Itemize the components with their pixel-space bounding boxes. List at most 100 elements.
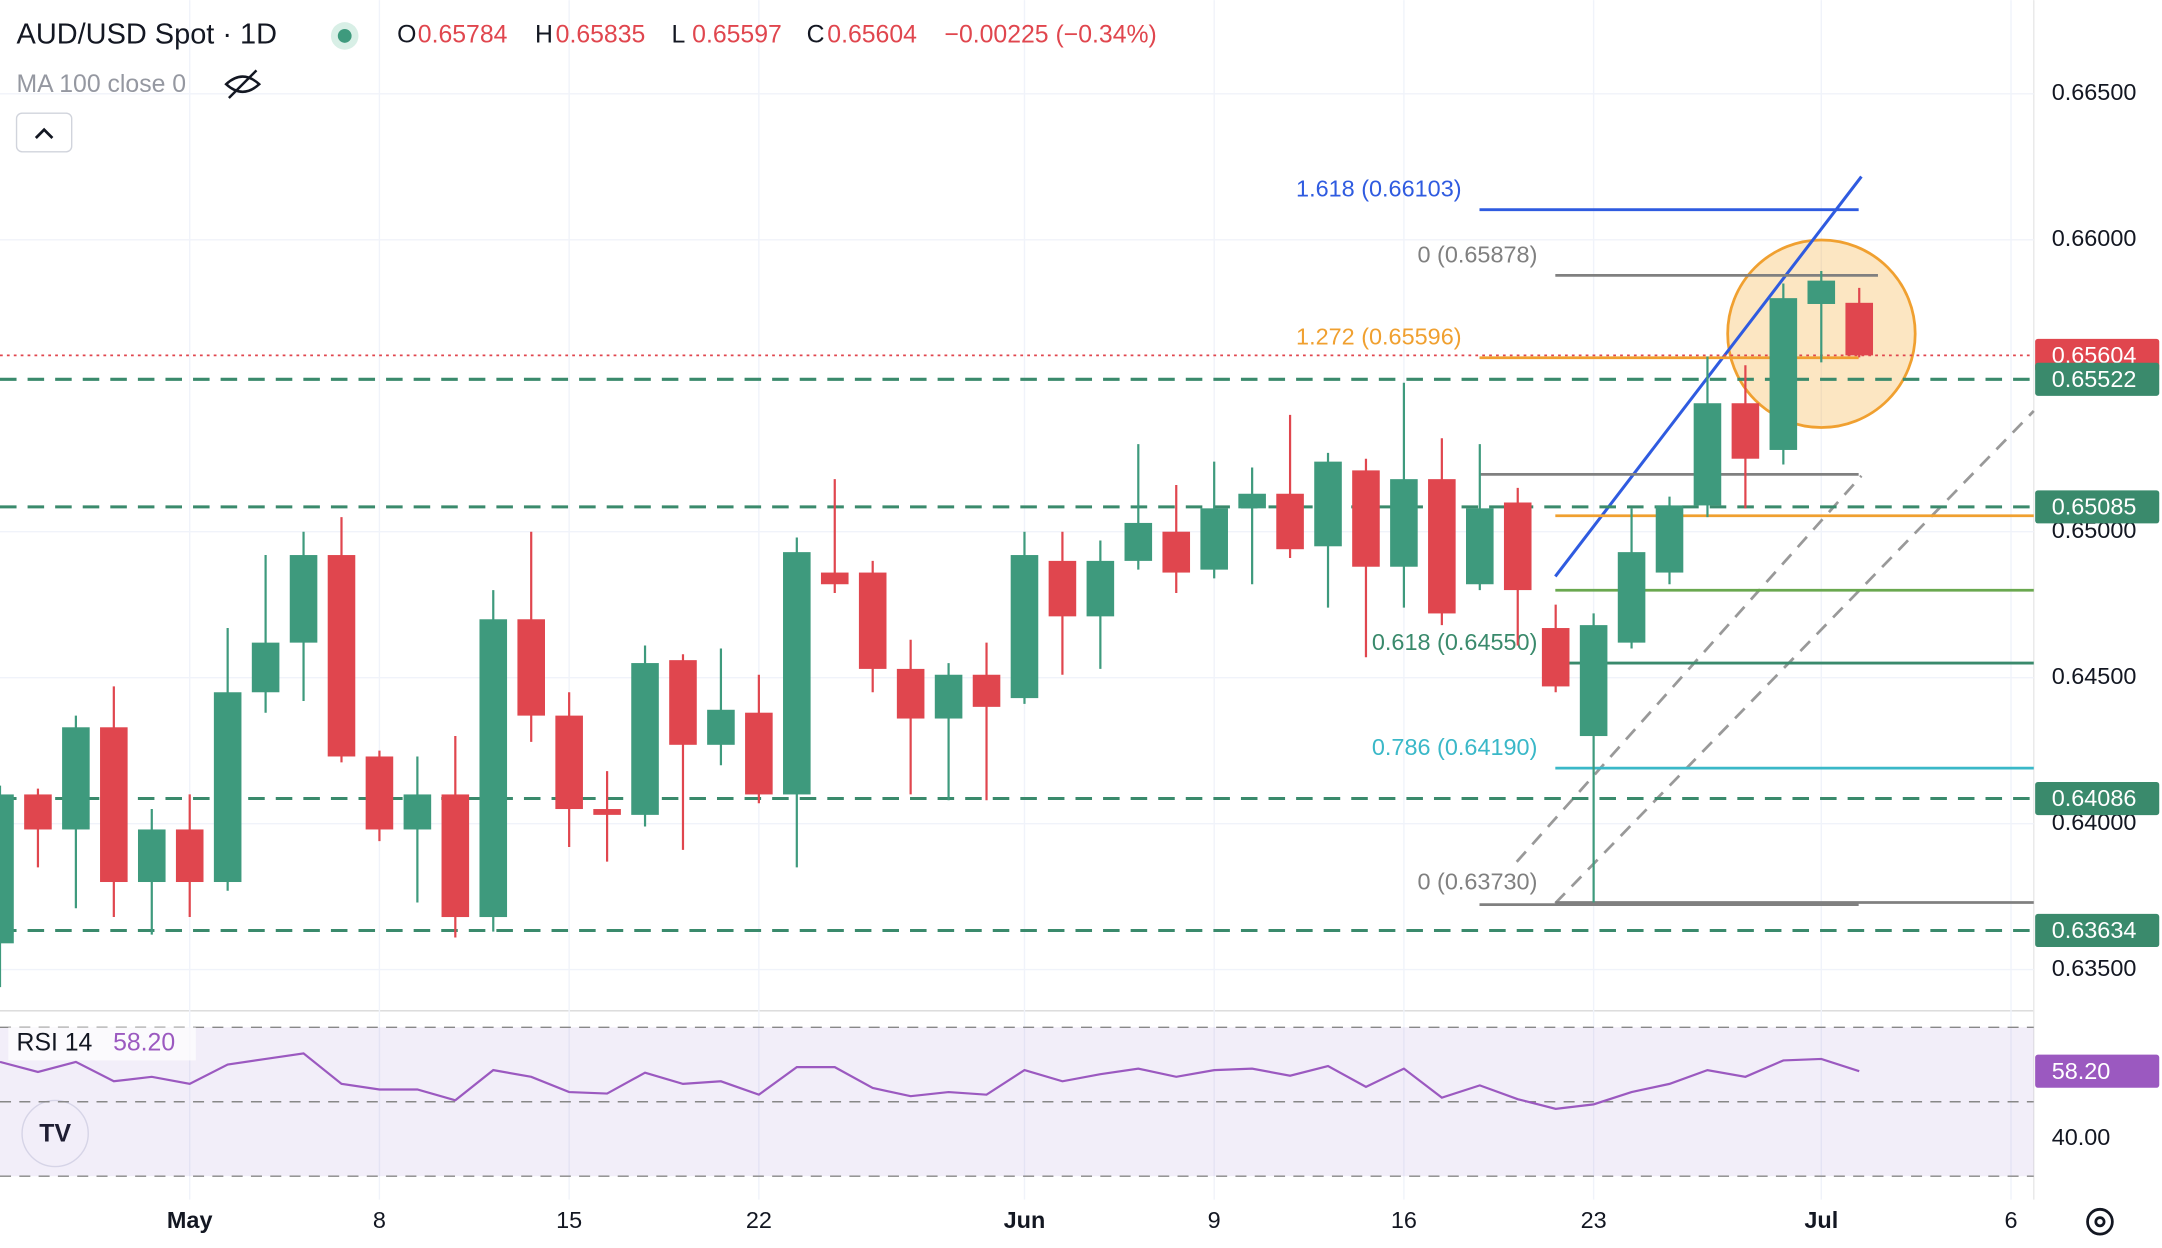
- ohlc-value: 0.65784: [418, 21, 508, 48]
- rsi-line: [0, 1052, 1860, 1110]
- x-tick-label: 9: [1208, 1207, 1221, 1233]
- candle-body: [1010, 555, 1039, 699]
- candle-body: [175, 829, 204, 883]
- candle-body: [24, 794, 52, 830]
- candle-body: [820, 572, 849, 585]
- x-tick-label: 8: [373, 1207, 386, 1233]
- fib-label: 0.786 (0.64190): [1372, 734, 1538, 760]
- x-tick-label: 23: [1581, 1207, 1607, 1233]
- candle-body: [517, 619, 545, 716]
- candle-body: [1503, 502, 1532, 591]
- candle-body: [365, 756, 394, 830]
- candle-body: [62, 727, 90, 830]
- indicator-label: MA 100 close 0: [17, 71, 187, 98]
- candle-body: [745, 712, 773, 795]
- candle-body: [1655, 505, 1684, 573]
- rsi-badge: [2035, 1054, 2160, 1088]
- fib-label: 0.618 (0.64550): [1372, 629, 1538, 655]
- candle-body: [1276, 493, 1304, 550]
- candle-body: [1314, 461, 1342, 547]
- candle-body: [1162, 531, 1191, 573]
- candle-body: [631, 663, 659, 815]
- y-tick-label: 0.64500: [2052, 663, 2137, 689]
- candle-body: [972, 674, 1001, 707]
- ohlc-value: 0.65597: [692, 21, 782, 48]
- candle-body: [1769, 298, 1798, 450]
- eye-slash: [228, 69, 258, 99]
- candle-body: [707, 709, 735, 745]
- fib-label: 0 (0.65878): [1418, 241, 1538, 267]
- candle-body: [441, 794, 470, 918]
- x-tick-label: 22: [746, 1207, 772, 1233]
- candle-body: [669, 660, 697, 745]
- candle-body: [1200, 508, 1228, 570]
- candle-body: [1390, 479, 1418, 567]
- ohlc-letter: C: [807, 21, 825, 48]
- collapse-icon: [34, 127, 54, 139]
- candle-body: [934, 674, 963, 719]
- candle-body: [137, 829, 166, 883]
- candle-body: [1807, 280, 1836, 304]
- candle-body: [783, 552, 811, 795]
- candle-body: [1617, 552, 1646, 643]
- rsi-name: RSI 14: [17, 1029, 93, 1056]
- candle-body: [858, 572, 887, 669]
- candle-body: [0, 794, 14, 944]
- candle-body: [1845, 302, 1874, 356]
- candle-body: [896, 668, 925, 719]
- logo: TV: [39, 1120, 71, 1147]
- candle-body: [100, 727, 128, 883]
- candle-body: [555, 715, 583, 810]
- fib-label: 1.618 (0.66103): [1296, 176, 1462, 202]
- x-tick-label: Jun: [1004, 1207, 1046, 1233]
- candle-body: [327, 555, 356, 757]
- gear: [2086, 1207, 2114, 1236]
- channel-line: [1554, 410, 2035, 905]
- price-badge: [2035, 781, 2160, 816]
- price-badge-label: 0.65522: [2052, 366, 2137, 392]
- ohlc-value: 0.65835: [556, 21, 646, 48]
- candle-body: [1541, 628, 1570, 687]
- candle-body: [213, 692, 242, 883]
- price-badge-label: 0.65085: [2052, 493, 2137, 519]
- x-tick-label: May: [167, 1207, 213, 1233]
- candle-body: [1352, 470, 1380, 567]
- y-tick-label: 0.66000: [2052, 225, 2137, 251]
- candle-body: [479, 619, 508, 918]
- x-tick-label: 15: [556, 1207, 582, 1233]
- candle-body: [1579, 625, 1608, 737]
- candle-body: [289, 555, 318, 643]
- price-badge: [2035, 913, 2160, 948]
- channel-line: [1515, 474, 1863, 863]
- rsi-badge-label: 58.20: [2052, 1058, 2111, 1084]
- hide-icon[interactable]: [224, 69, 262, 99]
- candle-body: [1693, 403, 1722, 506]
- rsi-tick-label: 40.00: [2052, 1124, 2111, 1150]
- candle-body: [1048, 560, 1077, 617]
- rsi-legend-bg: [8, 1027, 196, 1061]
- price-badge-label: 0.63634: [2052, 917, 2137, 943]
- ohlc-value: 0.65604: [827, 21, 917, 48]
- settings-icon[interactable]: [2086, 1207, 2114, 1236]
- ohlc-letter: L: [671, 21, 685, 48]
- candle-body: [1731, 403, 1760, 459]
- y-tick-label: 0.63500: [2052, 955, 2137, 981]
- rsi-value: 58.20: [113, 1029, 175, 1056]
- status-dot: [337, 29, 352, 43]
- ohlc-letter: O: [397, 21, 416, 48]
- price-badge: [2035, 490, 2160, 524]
- collapse-button[interactable]: [15, 112, 73, 153]
- fib-label: 0 (0.63730): [1418, 868, 1538, 894]
- logo-bg[interactable]: [21, 1099, 89, 1168]
- x-tick-label: 16: [1391, 1207, 1417, 1233]
- candle-body: [1124, 522, 1153, 561]
- symbol-title: AUD/USD Spot · 1D: [17, 19, 278, 51]
- y-tick-label: 0.66500: [2052, 79, 2137, 105]
- ohlc-letter: H: [535, 21, 553, 48]
- gear-hub: [2094, 1216, 2106, 1228]
- candle-body: [251, 642, 280, 693]
- candle-body: [1466, 508, 1494, 585]
